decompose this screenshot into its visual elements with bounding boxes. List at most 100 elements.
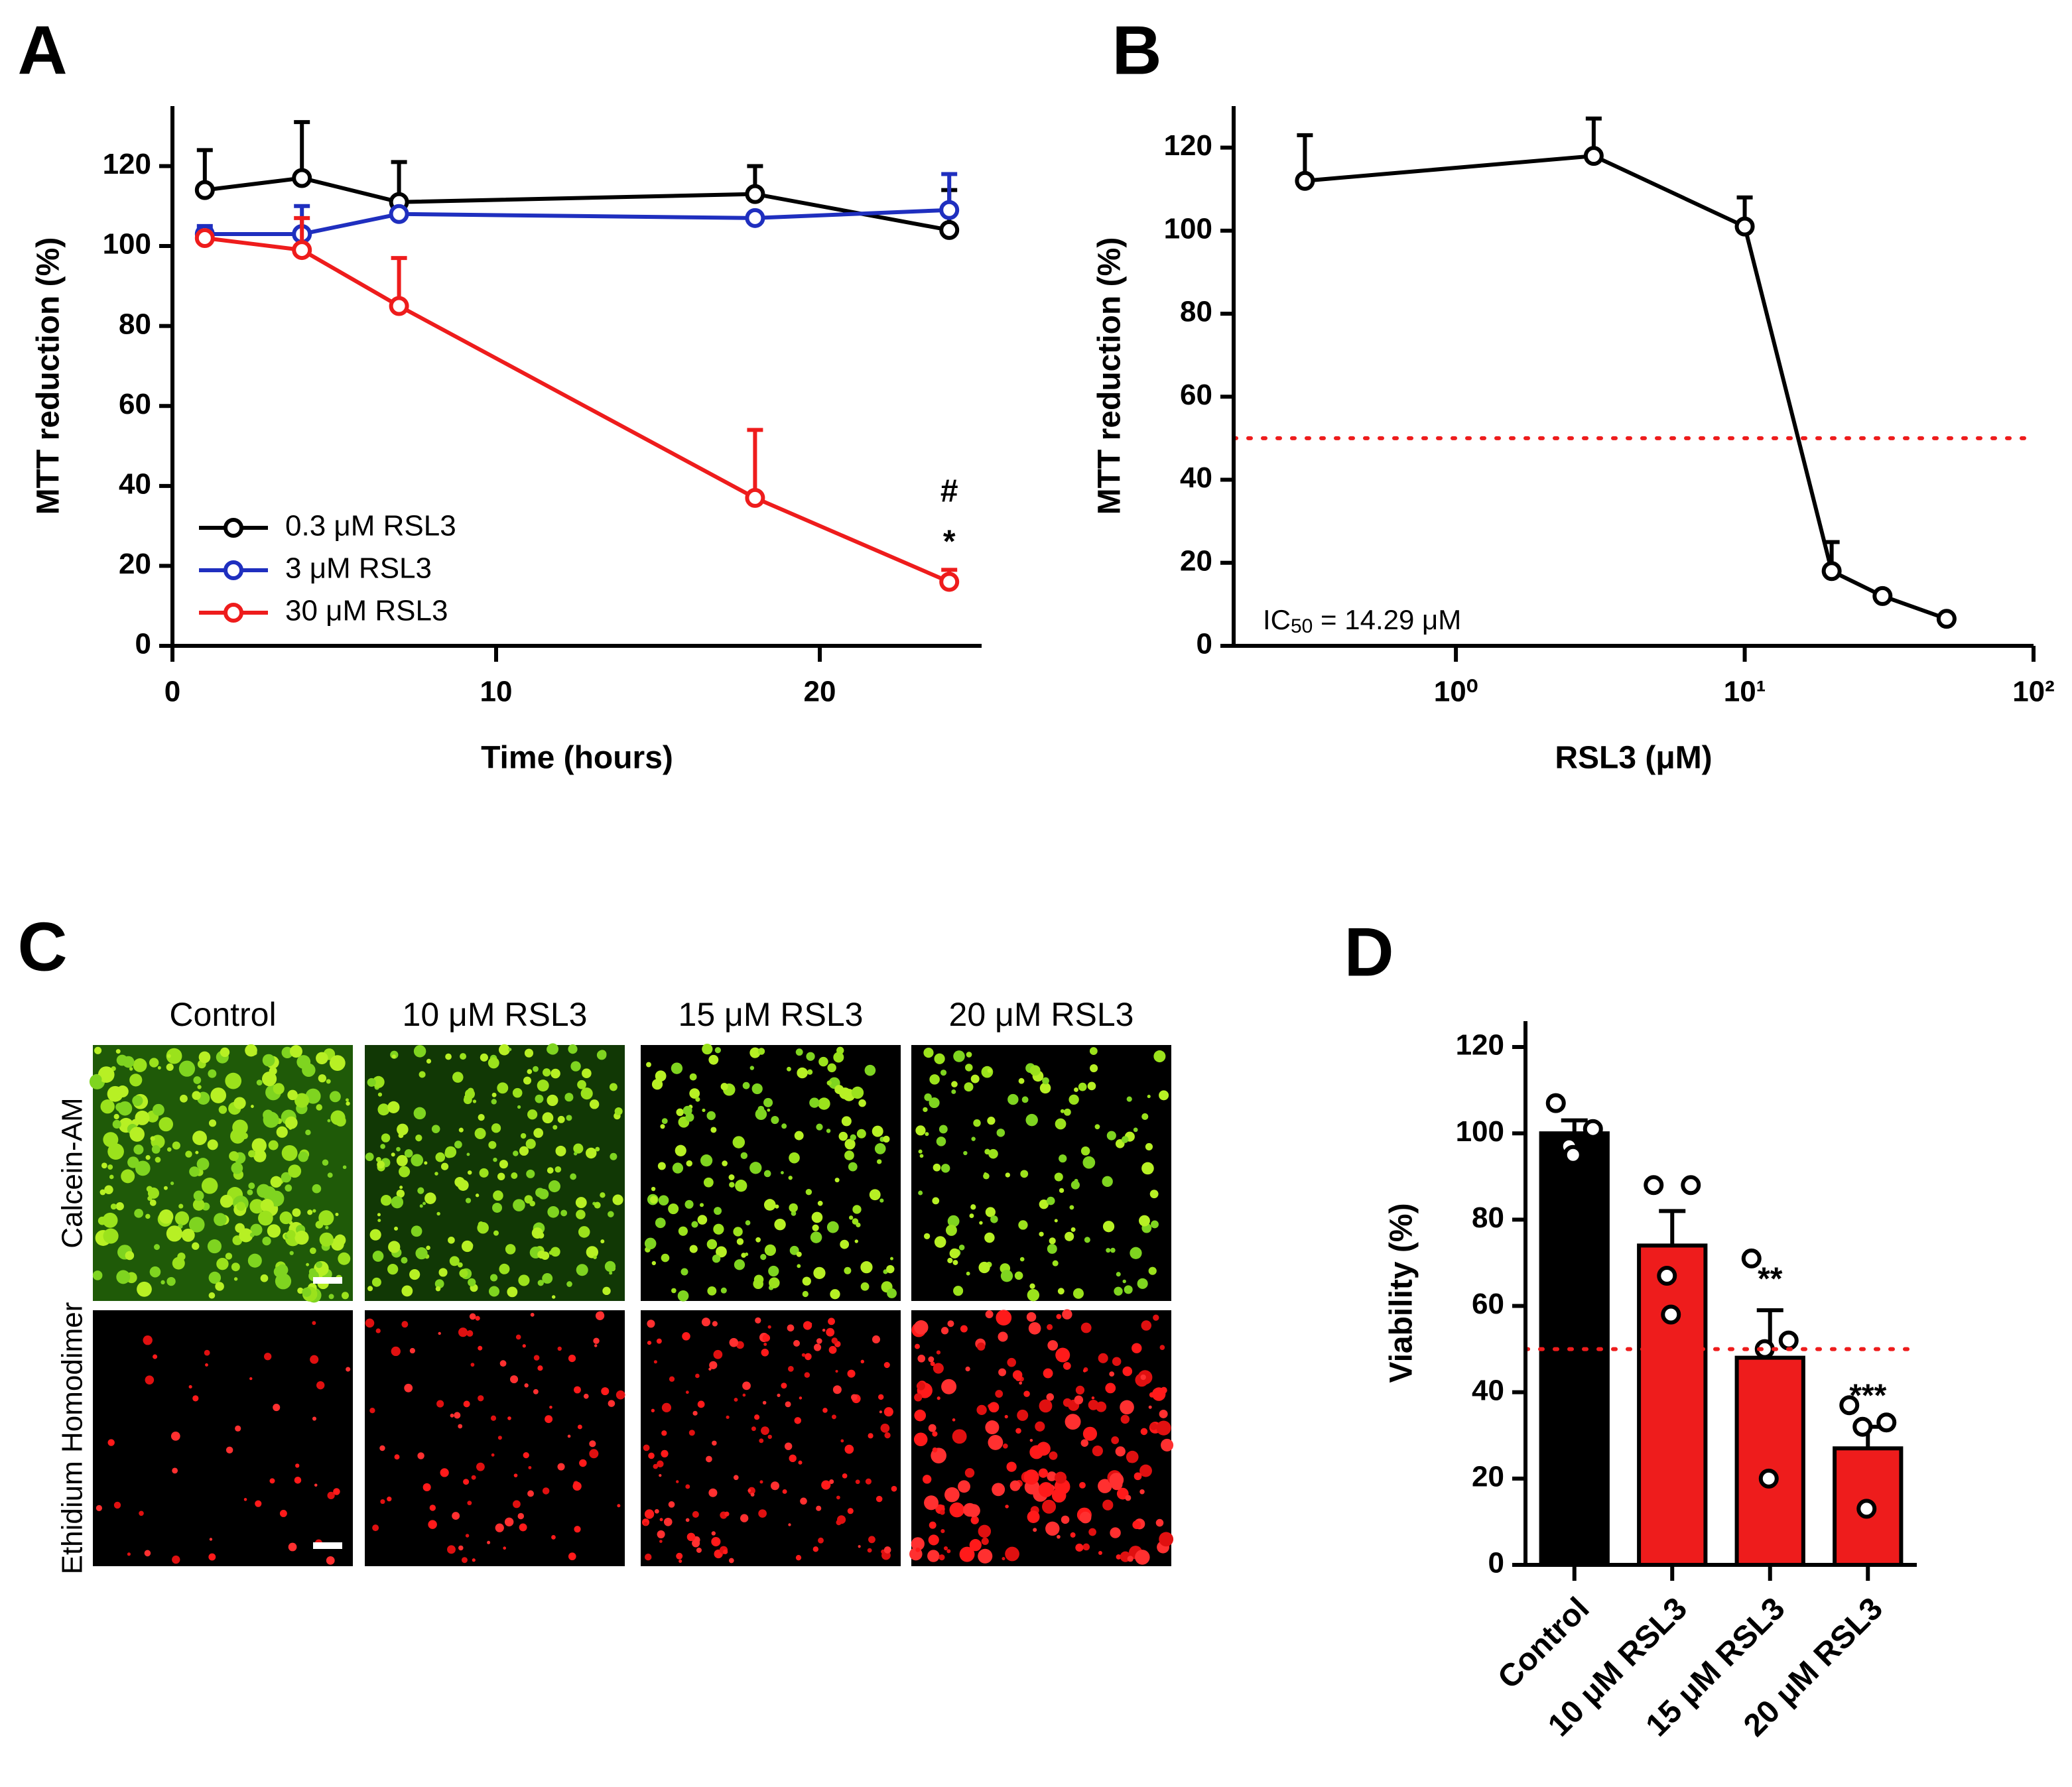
cell [754, 1414, 760, 1420]
cell [886, 1264, 895, 1274]
cell [799, 1396, 803, 1400]
cell [431, 1125, 440, 1133]
cell [166, 1063, 174, 1071]
cell [1084, 1237, 1090, 1243]
cell [713, 1223, 724, 1235]
cell [208, 1069, 217, 1078]
cell [600, 1192, 606, 1198]
cell [936, 1350, 941, 1355]
cell [1159, 1409, 1168, 1418]
cell [763, 1170, 771, 1178]
cell [547, 1094, 558, 1107]
cell [457, 1180, 469, 1191]
cell [387, 1497, 392, 1502]
cell [847, 1508, 854, 1514]
cell [612, 1194, 623, 1205]
cell [1091, 1396, 1095, 1400]
cell [661, 1253, 670, 1263]
cell [371, 1277, 381, 1287]
cell [807, 1069, 813, 1075]
cell [438, 1268, 448, 1277]
cell [818, 1537, 824, 1544]
cell [208, 1271, 222, 1284]
micrograph [365, 1043, 625, 1301]
cell [545, 1415, 553, 1424]
marker [939, 200, 960, 220]
cell [381, 1133, 391, 1142]
cell [188, 1217, 205, 1233]
cell [397, 1123, 409, 1136]
cell [841, 1116, 852, 1127]
cell [1133, 1472, 1142, 1481]
cell [1065, 1414, 1081, 1430]
cell [940, 1327, 949, 1335]
cell [547, 1205, 560, 1218]
cell [936, 1137, 946, 1146]
micrograph [909, 1309, 1174, 1566]
cell [1009, 1480, 1021, 1491]
cell [865, 1478, 872, 1485]
cell [1047, 1340, 1059, 1351]
cell [830, 1289, 840, 1300]
cell [467, 1501, 472, 1506]
cell [745, 1220, 751, 1226]
cell [488, 1140, 497, 1149]
cell [208, 1553, 216, 1561]
cell [998, 1368, 1007, 1377]
cell [413, 1045, 426, 1058]
cell [243, 1498, 247, 1501]
cell [796, 1251, 802, 1257]
cell [868, 1433, 874, 1439]
cell [1045, 1521, 1060, 1536]
cell [929, 1074, 940, 1085]
cell [831, 1414, 836, 1420]
cell [802, 1290, 809, 1298]
cell [781, 1123, 787, 1129]
cell [345, 1098, 349, 1102]
cell [951, 1089, 956, 1094]
cell [372, 1251, 384, 1262]
cell [793, 1339, 800, 1347]
y-tick-label: 40 [1472, 1374, 1504, 1406]
cell [844, 1150, 854, 1160]
cell [109, 1174, 114, 1180]
cell [996, 1310, 1012, 1326]
cell [947, 1257, 953, 1264]
cell [1065, 1231, 1074, 1241]
cell [476, 1462, 485, 1471]
cell [844, 1266, 852, 1274]
cell [840, 1239, 850, 1249]
cell [1025, 1113, 1038, 1127]
cell [99, 1189, 106, 1196]
cell [840, 1439, 844, 1443]
cell [258, 1210, 273, 1226]
cell [279, 1211, 292, 1225]
cell [916, 1381, 925, 1390]
cell [460, 1053, 467, 1060]
cell [270, 1176, 283, 1188]
cell [94, 1046, 102, 1054]
cell [816, 1505, 822, 1511]
cell [181, 1228, 195, 1242]
cell [1080, 1439, 1089, 1447]
cell [132, 1095, 143, 1107]
y-tick-label: 20 [119, 548, 151, 580]
cell [804, 1372, 810, 1378]
cell [1098, 1479, 1112, 1493]
cell [1020, 1170, 1029, 1178]
cell [934, 1053, 945, 1064]
cell [978, 1261, 990, 1274]
cell [914, 1320, 929, 1335]
cell [749, 1162, 762, 1174]
cell [971, 1137, 976, 1141]
cell [367, 1286, 373, 1292]
cell [225, 1072, 242, 1089]
cell [329, 1055, 346, 1072]
cell [380, 1144, 385, 1149]
cell [706, 1239, 718, 1250]
cell [542, 1487, 550, 1495]
cell [113, 1113, 119, 1120]
cell [1126, 1096, 1132, 1102]
cell [110, 1203, 117, 1210]
cell [533, 1066, 539, 1072]
